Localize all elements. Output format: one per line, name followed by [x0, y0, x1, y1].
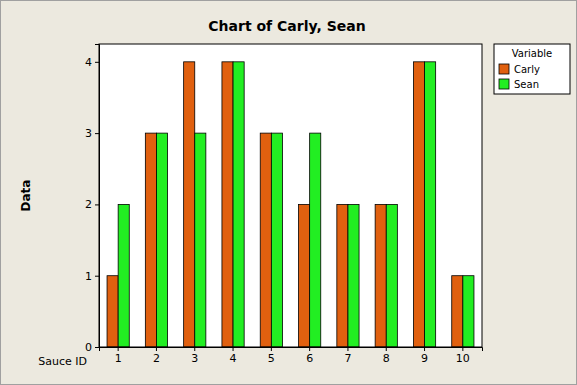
x-tick: 10	[456, 347, 470, 365]
bar	[337, 204, 348, 347]
legend-swatch	[499, 79, 509, 89]
x-axis: 1 2 3 4 5 6 7 8 9 10	[100, 347, 483, 365]
bar	[222, 62, 233, 347]
bar	[386, 204, 397, 347]
x-tick-mark	[462, 347, 463, 351]
y-tick: 1	[85, 270, 99, 283]
x-tick: 2	[153, 347, 160, 365]
x-tick: 3	[191, 347, 198, 365]
x-tick-label: 9	[421, 352, 428, 365]
y-axis-line	[95, 45, 100, 348]
bar	[233, 62, 244, 347]
x-tick-mark	[156, 347, 157, 351]
bar	[260, 133, 271, 347]
y-tick-label: 3	[85, 127, 92, 140]
bar	[413, 62, 424, 347]
x-tick-label: 2	[153, 352, 160, 365]
y-tick: 0	[85, 341, 99, 354]
x-tick-mark	[233, 347, 234, 351]
legend-label: Sean	[514, 79, 539, 90]
plot-frame	[99, 44, 482, 347]
y-tick-mark	[95, 133, 99, 134]
legend-box	[494, 44, 570, 94]
y-tick: 3	[85, 127, 99, 140]
bar	[463, 276, 474, 347]
bar	[310, 133, 321, 347]
x-tick-label: 3	[191, 352, 198, 365]
x-tick-label: 5	[268, 352, 275, 365]
bar	[156, 133, 167, 347]
title: Chart of Carly, Sean	[208, 18, 365, 34]
x-tick-label: 6	[306, 352, 313, 365]
legend-title: Variable	[512, 48, 553, 59]
y-tick-label: 4	[85, 56, 92, 69]
y-tick: 2	[85, 198, 99, 211]
y-tick-mark	[95, 62, 99, 63]
y-tick-mark	[95, 276, 99, 277]
x-tick-mark	[347, 347, 348, 351]
bars	[107, 62, 474, 347]
y-tick: 4	[85, 56, 99, 69]
bar	[425, 62, 436, 347]
bar	[375, 204, 386, 347]
y-tick-mark	[95, 347, 99, 348]
bar	[195, 133, 206, 347]
y-axis-title: Data	[19, 180, 33, 212]
x-tick: 4	[230, 347, 237, 365]
x-tick: 1	[115, 347, 122, 365]
x-tick-label: 10	[456, 352, 470, 365]
bar	[107, 276, 118, 347]
legend-label: Carly	[514, 64, 540, 75]
y-tick-label: 1	[85, 270, 92, 283]
x-tick-label: 8	[383, 352, 390, 365]
chart: 0 1 2 3 4 1 2 3 4 5 6 7 8 9 10 Chart of Carly, Sean Sauc…	[0, 0, 577, 385]
bar	[348, 204, 359, 347]
x-tick-mark	[194, 347, 195, 351]
x-tick: 6	[306, 347, 313, 365]
x-tick-mark	[271, 347, 272, 351]
x-tick-mark	[386, 347, 387, 351]
plot-area	[99, 44, 482, 347]
x-tick-mark	[424, 347, 425, 351]
x-tick-mark	[118, 347, 119, 351]
bar	[118, 204, 129, 347]
background	[1, 1, 577, 385]
bar	[145, 133, 156, 347]
bar	[299, 204, 310, 347]
x-tick-label: 1	[115, 352, 122, 365]
x-tick: 9	[421, 347, 428, 365]
x-tick: 5	[268, 347, 275, 365]
bar	[452, 276, 463, 347]
x-axis-title: Sauce ID	[38, 355, 87, 368]
x-tick-label: 4	[230, 352, 237, 365]
bar	[271, 133, 282, 347]
x-tick: 8	[383, 347, 390, 365]
x-tick-label: 7	[344, 352, 351, 365]
y-tick-label: 0	[85, 341, 92, 354]
bar	[184, 62, 195, 347]
y-tick-label: 2	[85, 198, 92, 211]
y-tick-mark	[95, 204, 99, 205]
x-tick: 7	[344, 347, 351, 365]
legend-swatch	[499, 64, 509, 74]
x-tick-mark	[309, 347, 310, 351]
x-axis-line	[100, 348, 483, 352]
legend: Variable Carly Sean	[494, 44, 570, 94]
y-axis: 0 1 2 3 4	[85, 45, 100, 355]
